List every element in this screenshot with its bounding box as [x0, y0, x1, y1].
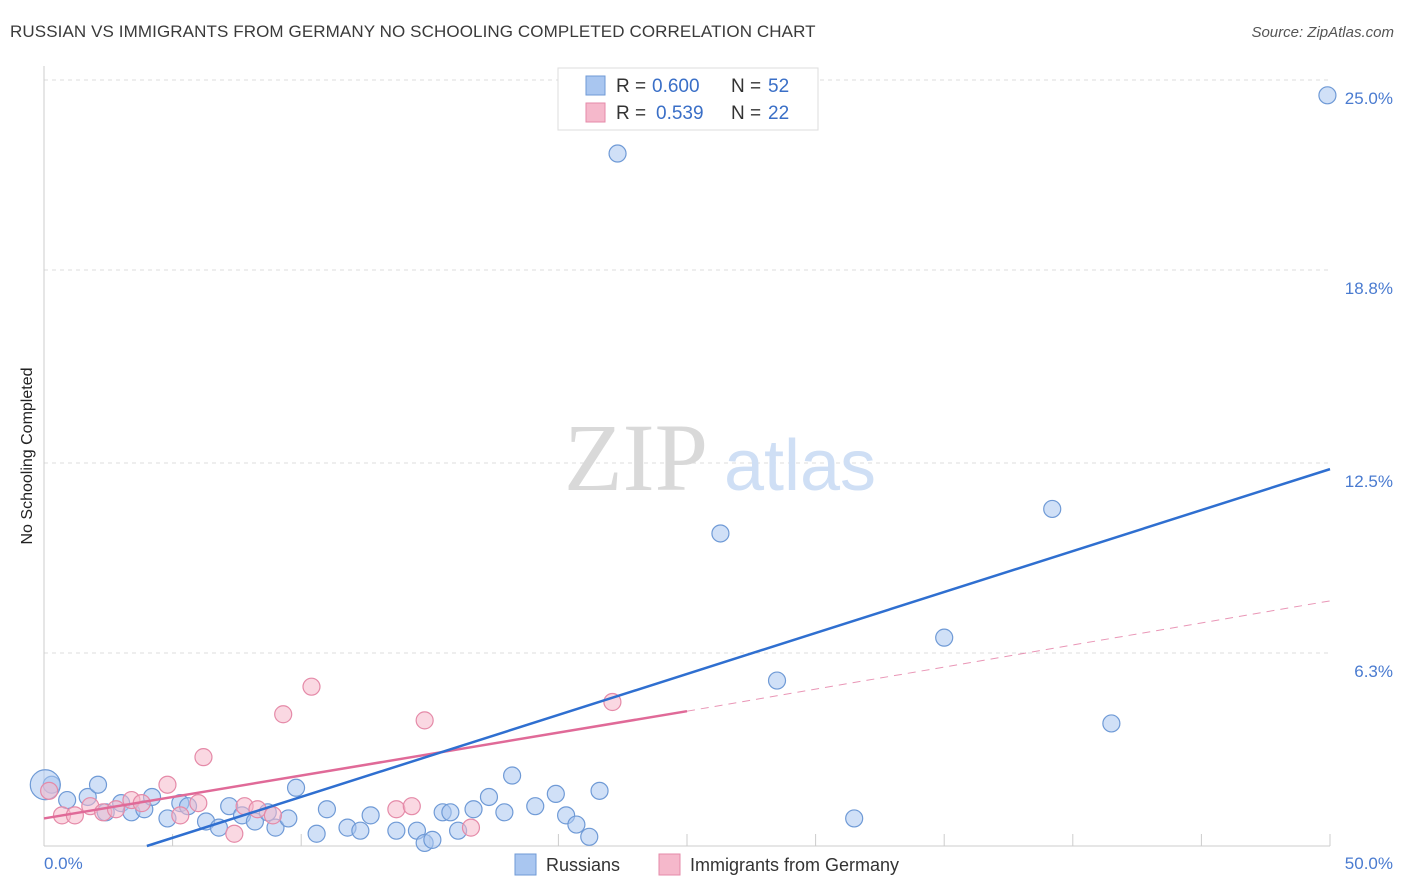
- russians-point: [387, 821, 406, 840]
- germany-point: [415, 711, 434, 730]
- germany-point: [158, 775, 177, 794]
- russians-point: [423, 830, 442, 849]
- russians-point: [590, 781, 609, 800]
- russians-point: [526, 797, 545, 816]
- russians-point: [608, 144, 627, 163]
- russians-point: [88, 775, 108, 794]
- stats-r-label-russians: R =: [616, 76, 646, 97]
- russians-point: [711, 524, 730, 543]
- stats-box: R = 0.600 N = 52 R = 0.539 N = 22: [557, 67, 819, 131]
- germany-point: [194, 748, 213, 767]
- germany-point: [263, 806, 283, 825]
- russians-point: [1043, 499, 1062, 519]
- legend-label-russians: Russians: [546, 855, 620, 875]
- x-tick-label-0: 0.0%: [44, 854, 83, 873]
- russians-point: [495, 803, 514, 822]
- germany-trend-line: [43, 709, 688, 820]
- chart-title: RUSSIAN VS IMMIGRANTS FROM GERMANY NO SC…: [10, 22, 816, 41]
- stats-swatch-russians: [585, 75, 606, 96]
- trend-lines: [43, 467, 1331, 848]
- stats-swatch-germany: [585, 102, 606, 123]
- y-tick-label-1: 12.5%: [1345, 472, 1393, 491]
- stats-r-value-russians: 0.600: [652, 76, 700, 97]
- russians-point: [317, 800, 337, 819]
- germany-point: [302, 677, 321, 696]
- russians-point: [58, 790, 77, 810]
- tick-labels: 6.3% 12.5% 18.8% 25.0% 0.0% 50.0%: [44, 89, 1393, 873]
- axes: [43, 66, 1331, 847]
- russians-point: [464, 800, 483, 819]
- russians-point: [935, 628, 954, 647]
- stats-n-value-germany: 22: [768, 103, 789, 124]
- russians-point: [580, 827, 599, 846]
- legend: Russians Immigrants from Germany: [514, 853, 899, 876]
- russians-point: [479, 787, 499, 807]
- russians-point: [1102, 714, 1121, 733]
- russians-trend-line: [146, 467, 1331, 848]
- watermark-zip: ZIP: [564, 404, 708, 511]
- legend-swatch-germany: [658, 853, 681, 876]
- germany-point: [225, 824, 244, 843]
- russians-point: [279, 809, 298, 828]
- russians-point: [351, 821, 370, 840]
- germany-trend-extension: [686, 600, 1331, 712]
- data-points: [29, 86, 1337, 853]
- germany-point: [402, 797, 421, 816]
- watermark-atlas: atlas: [724, 426, 876, 506]
- germany-point: [274, 705, 293, 724]
- germany-point: [461, 818, 481, 837]
- germany-point: [603, 692, 622, 712]
- russians-point: [307, 824, 326, 843]
- germany-point: [387, 800, 406, 819]
- y-tick-label-2: 18.8%: [1345, 279, 1393, 298]
- germany-point: [171, 806, 190, 825]
- watermark: ZIP atlas: [564, 404, 876, 511]
- germany-point: [40, 781, 59, 800]
- x-tick-label-1: 50.0%: [1345, 854, 1393, 873]
- russians-point: [1318, 86, 1337, 105]
- stats-n-label-russians: N =: [731, 76, 761, 97]
- stats-n-label-germany: N =: [731, 103, 761, 124]
- y-tick-label-0: 6.3%: [1354, 662, 1393, 681]
- russians-point: [546, 784, 565, 804]
- gridlines: [44, 79, 1330, 654]
- source-note: Source: ZipAtlas.com: [1251, 24, 1394, 41]
- russians-point: [845, 809, 864, 828]
- legend-swatch-russians: [514, 853, 537, 876]
- russians-point: [567, 815, 586, 834]
- stats-r-label-germany: R =: [616, 103, 646, 124]
- russians-point: [441, 803, 460, 822]
- russians-point: [286, 778, 306, 797]
- stats-n-value-russians: 52: [768, 76, 789, 97]
- y-tick-label-3: 25.0%: [1345, 89, 1393, 108]
- legend-label-germany: Immigrants from Germany: [690, 855, 899, 875]
- stats-r-value-germany: 0.539: [656, 103, 704, 124]
- germany-point: [189, 794, 208, 813]
- russians-point: [361, 806, 380, 825]
- germany-point: [106, 800, 126, 819]
- russians-point: [503, 766, 522, 785]
- russians-point: [767, 671, 787, 690]
